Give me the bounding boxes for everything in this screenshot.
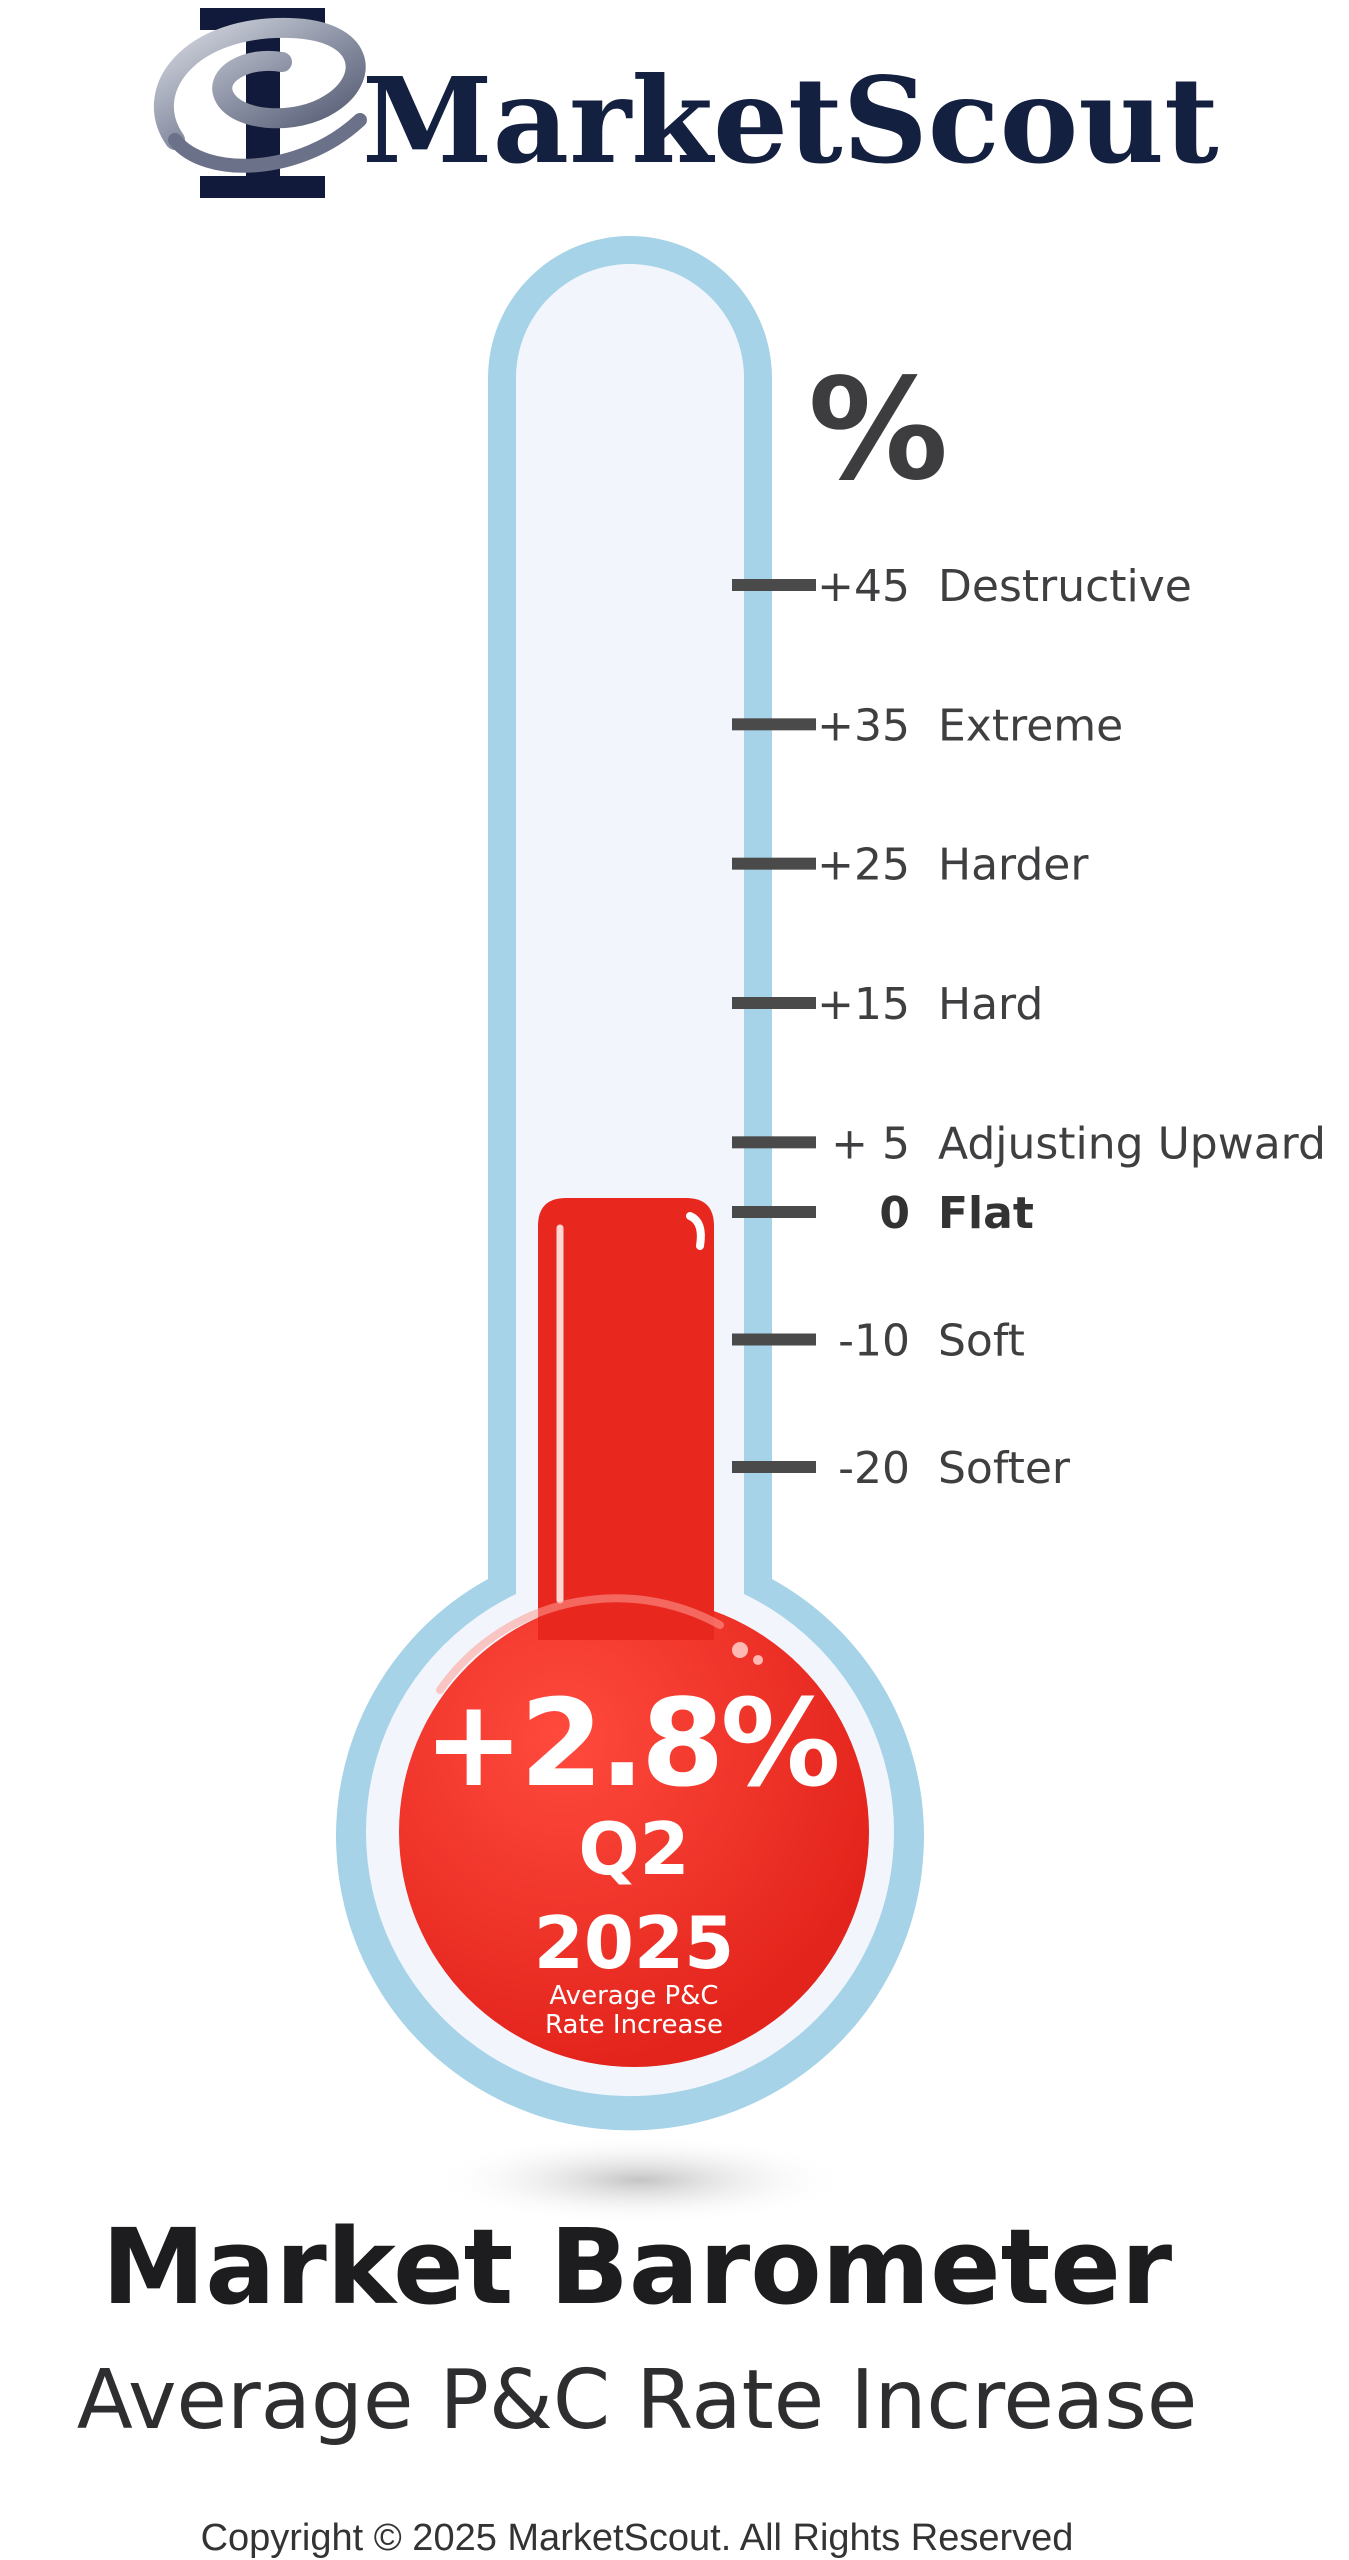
tick-mark [732, 1206, 816, 1218]
tick-descriptor-label: Adjusting Upward [938, 1118, 1326, 1169]
bulb-caption-line2: Rate Increase [545, 2010, 723, 2040]
tick-value-label: -20 [838, 1443, 910, 1494]
tick-mark [732, 718, 816, 731]
tick-mark [732, 1461, 816, 1473]
tick-mark [732, 997, 816, 1009]
tick-mark [732, 857, 816, 870]
bulb-value-label: +2.8% [423, 1675, 837, 1814]
tick-mark [732, 1136, 816, 1149]
tick-descriptor-label: Softer [938, 1443, 1071, 1494]
thermometer [335, 236, 925, 2131]
tick-descriptor-label: Harder [938, 840, 1089, 891]
chart-title: Market Barometer [102, 2206, 1172, 2328]
logo-emblem-icon [154, 8, 367, 198]
mercury-cap-highlight [686, 1211, 705, 1250]
tick-value-label: +15 [817, 979, 910, 1030]
tick-value-label: +25 [817, 840, 910, 891]
chart-subtitle: Average P&C Rate Increase [77, 2353, 1198, 2448]
mercury-column [538, 1197, 714, 1660]
tick-mark [732, 579, 816, 591]
tick-value-label: + 5 [831, 1118, 910, 1169]
thermometer-shadow [430, 2135, 850, 2225]
marketscout-logo: MarketScout [150, 0, 1219, 205]
bulb-highlight [436, 1594, 724, 1694]
tick-descriptor-label: Hard [938, 979, 1043, 1030]
tick-value-label: -10 [838, 1316, 910, 1367]
unit-label: % [808, 349, 948, 512]
tick-descriptor-label: Destructive [938, 561, 1192, 612]
copyright-notice: Copyright © 2025 MarketScout. All Rights… [201, 2517, 1074, 2559]
tick-value-label: +35 [817, 700, 910, 751]
bulb-caption-line1: Average P&C [549, 1981, 718, 2011]
bulb-year-label: 2025 [534, 1901, 734, 1985]
tick-value-label: +45 [817, 561, 910, 612]
tick-descriptor-label: Flat [938, 1188, 1034, 1239]
tick-mark [732, 1333, 816, 1346]
scale-ticks: +45 Destructive +35 Extreme +25 Harder +15 Hard… [732, 561, 1326, 1494]
tick-value-label: 0 [879, 1188, 910, 1239]
tick-descriptor-label: Extreme [938, 700, 1123, 751]
tick-descriptor-label: Soft [938, 1316, 1025, 1367]
logo-wordmark: MarketScout [362, 51, 1219, 190]
bulb-quarter-label: Q2 [578, 1807, 689, 1891]
mercury-bulb [399, 1597, 869, 2067]
